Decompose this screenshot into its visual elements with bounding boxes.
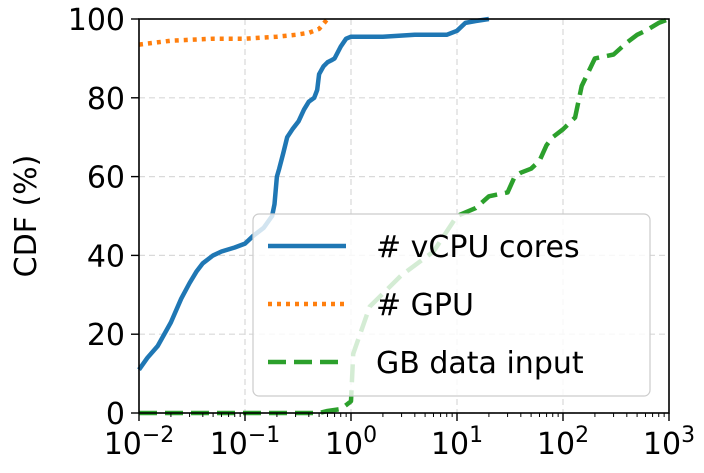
legend-box xyxy=(252,213,651,397)
y-tick-label: 100 xyxy=(68,3,125,38)
legend-label: # GPU xyxy=(376,288,474,323)
series-line-gb-data-input xyxy=(139,16,670,416)
y-tick-label: 20 xyxy=(87,318,125,353)
y-tick-label: 80 xyxy=(87,82,125,117)
x-tick-label: 101 xyxy=(431,423,483,462)
series-line-vcpu-cores xyxy=(137,16,490,371)
x-tick-label: 103 xyxy=(643,423,695,462)
x-tick-labels: 10−2 10−1 100 101 102 103 xyxy=(104,423,695,462)
series-line-gpu xyxy=(138,17,330,47)
legend-label: GB data input xyxy=(376,346,584,381)
axis-ticks xyxy=(131,18,670,421)
legend: # vCPU cores # GPU GB data input xyxy=(252,213,651,397)
y-tick-labels: 0 20 40 60 80 100 xyxy=(68,3,125,432)
y-tick-label: 0 xyxy=(106,397,125,432)
plot-frame xyxy=(138,18,670,414)
legend-label: # vCPU cores xyxy=(376,230,580,265)
y-tick-label: 60 xyxy=(87,161,125,196)
y-tick-label: 40 xyxy=(87,239,125,274)
series-lines xyxy=(137,16,670,416)
x-tick-label: 102 xyxy=(537,423,589,462)
y-axis-title: CDF (%) xyxy=(9,155,44,278)
x-tick-label: 10−2 xyxy=(104,423,175,462)
x-tick-label: 100 xyxy=(325,423,377,462)
x-tick-label: 10−1 xyxy=(210,423,281,462)
